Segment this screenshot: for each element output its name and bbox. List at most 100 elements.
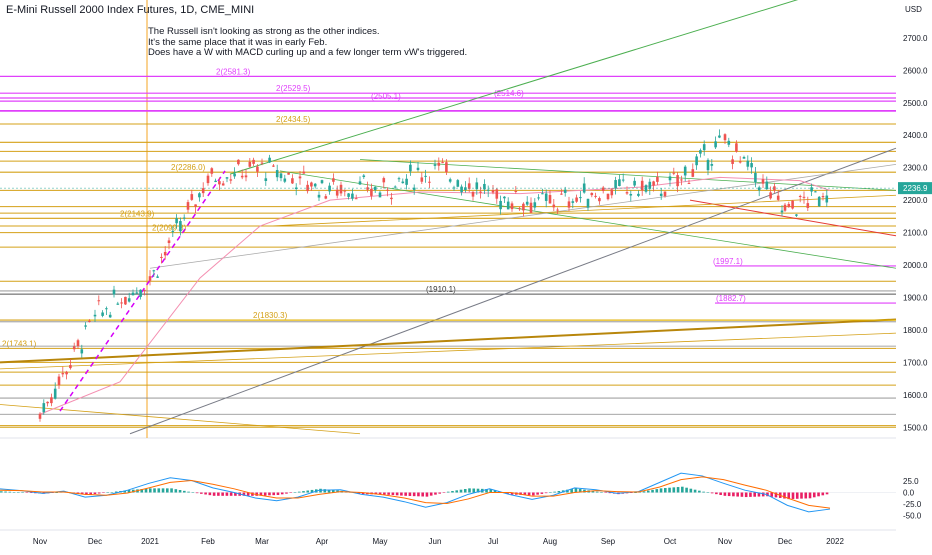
- macd-histogram-bar: [183, 490, 186, 493]
- candle-body: [821, 196, 825, 198]
- candle-body: [131, 292, 135, 296]
- candle-body: [680, 179, 683, 181]
- price-tick-label: 1600.0: [903, 391, 928, 400]
- macd-histogram-bar: [540, 492, 544, 494]
- candle-body: [306, 184, 309, 192]
- price-tick-label: 2300.0: [903, 164, 928, 173]
- macd-histogram-bar: [668, 487, 671, 493]
- candle-body: [702, 144, 706, 151]
- candle-body: [765, 181, 769, 190]
- candle-body: [229, 179, 233, 181]
- level-label: (1882.7): [716, 294, 746, 303]
- candle-body: [750, 163, 753, 168]
- level-label: (2514.6): [494, 89, 524, 98]
- macd-histogram-bar: [472, 488, 476, 493]
- candle-body: [298, 176, 302, 179]
- candle-body: [533, 202, 537, 208]
- red-trend-line: [689, 199, 897, 237]
- time-tick-label: Jun: [429, 537, 442, 546]
- macd-histogram-bar: [404, 492, 407, 496]
- level-label: 2(2286.0): [171, 163, 206, 172]
- macd-histogram-bar: [170, 488, 173, 493]
- annotation-line-1: The Russell isn't looking as strong as t…: [148, 26, 380, 37]
- macd-histogram-bar: [800, 492, 803, 499]
- time-tick-label: Oct: [664, 537, 677, 546]
- macd-histogram-bar: [302, 491, 305, 493]
- candle-body: [798, 195, 802, 197]
- macd-histogram-bar: [85, 492, 88, 495]
- candle-body: [780, 210, 784, 213]
- macd-histogram-bar: [549, 492, 552, 493]
- candle-body: [339, 184, 343, 194]
- level-label: 2(1830.3): [253, 311, 288, 320]
- level-label: 2(2434.5): [276, 115, 311, 124]
- macd-histogram-bar: [485, 489, 488, 493]
- candle-body: [198, 193, 201, 198]
- candle-body: [428, 181, 431, 183]
- level-label: (1997.1): [713, 257, 743, 266]
- candle-body: [761, 179, 765, 184]
- candle-body: [776, 195, 780, 200]
- macd-histogram-bar: [455, 490, 459, 493]
- macd-histogram-bar: [468, 488, 471, 493]
- candle-body: [38, 413, 42, 419]
- candles: [38, 129, 829, 422]
- gray-trend-line: [129, 147, 897, 435]
- candle-body: [343, 190, 347, 192]
- macd-histogram-bar: [212, 492, 216, 496]
- candle-body: [618, 179, 621, 187]
- annotation-line-3: Does have a W with MACD curling up and a…: [148, 47, 468, 58]
- macd-histogram-bar: [408, 492, 412, 496]
- candle-body: [218, 181, 221, 185]
- candle-body: [84, 325, 87, 327]
- candle-body: [499, 200, 502, 210]
- candle-body: [320, 180, 324, 184]
- macd-histogram-bar: [272, 492, 276, 496]
- candle-body: [313, 183, 317, 187]
- macd-histogram-bar: [732, 492, 735, 497]
- candle-body: [510, 203, 514, 210]
- macd-histogram-bar: [332, 490, 335, 493]
- candle-body: [437, 162, 441, 166]
- macd-histogram-bar: [821, 492, 825, 496]
- macd-histogram-bar: [276, 492, 280, 495]
- macd-histogram-bar: [323, 489, 327, 493]
- macd-histogram-bar: [749, 492, 752, 497]
- price-tick-label: 2500.0: [903, 99, 928, 108]
- candle-body: [260, 162, 264, 164]
- macd-histogram-bar: [689, 488, 693, 493]
- candle-body: [171, 230, 175, 232]
- candle-body: [256, 166, 259, 172]
- level-label: 2(2099.8): [152, 224, 187, 233]
- candle-body: [53, 388, 57, 399]
- level-label: (2505.1): [371, 92, 401, 101]
- time-tick-label: Feb: [201, 537, 215, 546]
- candle-body: [672, 172, 676, 174]
- macd-histogram-bar: [817, 492, 820, 497]
- candle-body: [552, 204, 556, 208]
- candle-body: [370, 188, 373, 196]
- candle-body: [214, 180, 217, 182]
- macd-histogram-bar: [566, 489, 569, 493]
- macd-histogram-bar: [812, 492, 816, 498]
- macd-histogram-bar: [374, 492, 378, 495]
- price-tick-label: 2600.0: [903, 66, 928, 75]
- price-tick-label: 2100.0: [903, 229, 928, 238]
- candle-body: [471, 191, 475, 197]
- candle-body: [560, 193, 563, 195]
- gold-trend-line: [269, 194, 897, 227]
- macd-histogram-bar: [664, 488, 667, 493]
- candle-body: [373, 186, 377, 191]
- candle-body: [61, 373, 65, 375]
- candle-body: [731, 159, 734, 164]
- candle-body: [105, 308, 108, 310]
- macd-histogram-bar: [634, 492, 637, 493]
- candle-body: [279, 173, 283, 179]
- candle-body: [179, 221, 182, 232]
- candle-body: [579, 197, 582, 199]
- candle-body: [525, 201, 529, 205]
- macd-histogram-bar: [446, 491, 450, 493]
- candle-body: [556, 209, 559, 211]
- candle-body: [479, 191, 482, 193]
